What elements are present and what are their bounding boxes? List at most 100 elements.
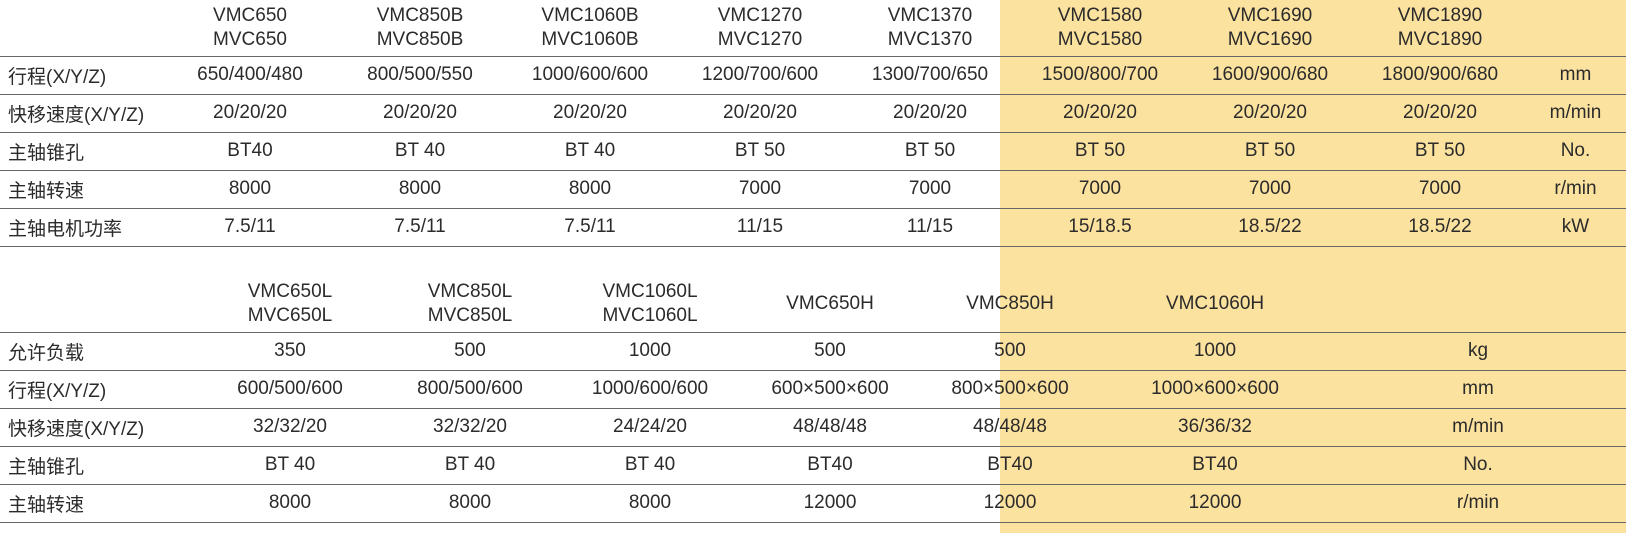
data-cell: 20/20/20 xyxy=(335,94,505,132)
data-cell: BT 40 xyxy=(380,446,560,484)
data-cell: BT 50 xyxy=(675,132,845,170)
table-row: 行程(X/Y/Z)650/400/480800/500/5501000/600/… xyxy=(0,56,1626,94)
data-cell: 20/20/20 xyxy=(1185,94,1355,132)
table2-header-cell: VMC1060H xyxy=(1100,276,1330,332)
data-cell: 20/20/20 xyxy=(1015,94,1185,132)
data-cell: 20/20/20 xyxy=(165,94,335,132)
table-row: 主轴锥孔BT40BT 40BT 40BT 50BT 50BT 50BT 50BT… xyxy=(0,132,1626,170)
table2-header-cell xyxy=(1330,276,1626,332)
table-row: 主轴转速80008000800070007000700070007000r/mi… xyxy=(0,170,1626,208)
row-label: 主轴转速 xyxy=(0,170,165,208)
unit-cell: No. xyxy=(1330,446,1626,484)
data-cell: BT40 xyxy=(165,132,335,170)
data-cell: 15/18.5 xyxy=(1015,208,1185,246)
data-cell: 1800/900/680 xyxy=(1355,56,1525,94)
table2-header-row: VMC650L MVC650LVMC850L MVC850LVMC1060L M… xyxy=(0,276,1626,332)
table-row: 主轴电机功率7.5/117.5/117.5/1111/1511/1515/18.… xyxy=(0,208,1626,246)
data-cell: BT 40 xyxy=(335,132,505,170)
data-cell: 600×500×600 xyxy=(740,370,920,408)
table-row: 主轴转速800080008000120001200012000r/min xyxy=(0,484,1626,522)
data-cell: 36/36/32 xyxy=(1100,408,1330,446)
data-cell: 8000 xyxy=(335,170,505,208)
row-label: 快移速度(X/Y/Z) xyxy=(0,408,200,446)
data-cell: BT 50 xyxy=(1185,132,1355,170)
table2-header-cell: VMC1060L MVC1060L xyxy=(560,276,740,332)
data-cell: 600/500/600 xyxy=(200,370,380,408)
data-cell: 650/400/480 xyxy=(165,56,335,94)
data-cell: 20/20/20 xyxy=(505,94,675,132)
data-cell: 800×500×600 xyxy=(920,370,1100,408)
data-cell: BT40 xyxy=(920,446,1100,484)
table-row: 行程(X/Y/Z)600/500/600800/500/6001000/600/… xyxy=(0,370,1626,408)
spec-table-1: VMC650 MVC650VMC850B MVC850BVMC1060B MVC… xyxy=(0,0,1626,276)
data-cell: 7000 xyxy=(1015,170,1185,208)
spacer-row xyxy=(0,246,1626,276)
data-cell: 7000 xyxy=(675,170,845,208)
table-row: 允许负载35050010005005001000kg xyxy=(0,332,1626,370)
data-cell: 20/20/20 xyxy=(675,94,845,132)
table1-header-cell: VMC850B MVC850B xyxy=(335,0,505,56)
data-cell: 500 xyxy=(380,332,560,370)
row-label: 主轴锥孔 xyxy=(0,132,165,170)
data-cell: 18.5/22 xyxy=(1355,208,1525,246)
table-row: 快移速度(X/Y/Z)20/20/2020/20/2020/20/2020/20… xyxy=(0,94,1626,132)
data-cell: 1500/800/700 xyxy=(1015,56,1185,94)
table1-header-cell xyxy=(1525,0,1626,56)
table-row: 主轴锥孔BT 40BT 40BT 40BT40BT40BT40No. xyxy=(0,446,1626,484)
unit-cell: m/min xyxy=(1525,94,1626,132)
data-cell: 350 xyxy=(200,332,380,370)
data-cell: 32/32/20 xyxy=(200,408,380,446)
unit-cell: r/min xyxy=(1525,170,1626,208)
data-cell: BT 40 xyxy=(200,446,380,484)
row-label: 快移速度(X/Y/Z) xyxy=(0,94,165,132)
data-cell: 20/20/20 xyxy=(845,94,1015,132)
table2-header-cell: VMC850L MVC850L xyxy=(380,276,560,332)
unit-cell: kg xyxy=(1330,332,1626,370)
spec-table-2: VMC650L MVC650LVMC850L MVC850LVMC1060L M… xyxy=(0,276,1626,523)
table1-header-cell: VMC1580 MVC1580 xyxy=(1015,0,1185,56)
data-cell: 12000 xyxy=(920,484,1100,522)
unit-cell: m/min xyxy=(1330,408,1626,446)
table-row: 快移速度(X/Y/Z)32/32/2032/32/2024/24/2048/48… xyxy=(0,408,1626,446)
row-label: 行程(X/Y/Z) xyxy=(0,370,200,408)
data-cell: 7000 xyxy=(845,170,1015,208)
data-cell: 11/15 xyxy=(845,208,1015,246)
data-cell: 1300/700/650 xyxy=(845,56,1015,94)
data-cell: 8000 xyxy=(505,170,675,208)
data-cell: 48/48/48 xyxy=(740,408,920,446)
table2-header-cell: VMC850H xyxy=(920,276,1100,332)
data-cell: 8000 xyxy=(560,484,740,522)
table1-header-cell: VMC650 MVC650 xyxy=(165,0,335,56)
data-cell: 11/15 xyxy=(675,208,845,246)
data-cell: 1600/900/680 xyxy=(1185,56,1355,94)
data-cell: 48/48/48 xyxy=(920,408,1100,446)
data-cell: 32/32/20 xyxy=(380,408,560,446)
data-cell: 24/24/20 xyxy=(560,408,740,446)
data-cell: 800/500/600 xyxy=(380,370,560,408)
data-cell: 7000 xyxy=(1185,170,1355,208)
data-cell: BT 50 xyxy=(845,132,1015,170)
data-cell: BT 40 xyxy=(560,446,740,484)
data-cell: 800/500/550 xyxy=(335,56,505,94)
data-cell: 500 xyxy=(920,332,1100,370)
data-cell: BT 40 xyxy=(505,132,675,170)
data-cell: 20/20/20 xyxy=(1355,94,1525,132)
table1-header-cell: VMC1270 MVC1270 xyxy=(675,0,845,56)
data-cell: 1000 xyxy=(560,332,740,370)
unit-cell: r/min xyxy=(1330,484,1626,522)
data-cell: 1200/700/600 xyxy=(675,56,845,94)
spacer-row xyxy=(0,522,1626,523)
table1-header-cell xyxy=(0,0,165,56)
table1-header-cell: VMC1370 MVC1370 xyxy=(845,0,1015,56)
data-cell: 1000×600×600 xyxy=(1100,370,1330,408)
data-cell: 12000 xyxy=(1100,484,1330,522)
table2-header-cell: VMC650L MVC650L xyxy=(200,276,380,332)
data-cell: 7.5/11 xyxy=(165,208,335,246)
unit-cell: kW xyxy=(1525,208,1626,246)
data-cell: 7000 xyxy=(1355,170,1525,208)
row-label: 主轴锥孔 xyxy=(0,446,200,484)
table1-header-cell: VMC1890 MVC1890 xyxy=(1355,0,1525,56)
data-cell: BT40 xyxy=(740,446,920,484)
data-cell: 1000 xyxy=(1100,332,1330,370)
table2-header-cell: VMC650H xyxy=(740,276,920,332)
